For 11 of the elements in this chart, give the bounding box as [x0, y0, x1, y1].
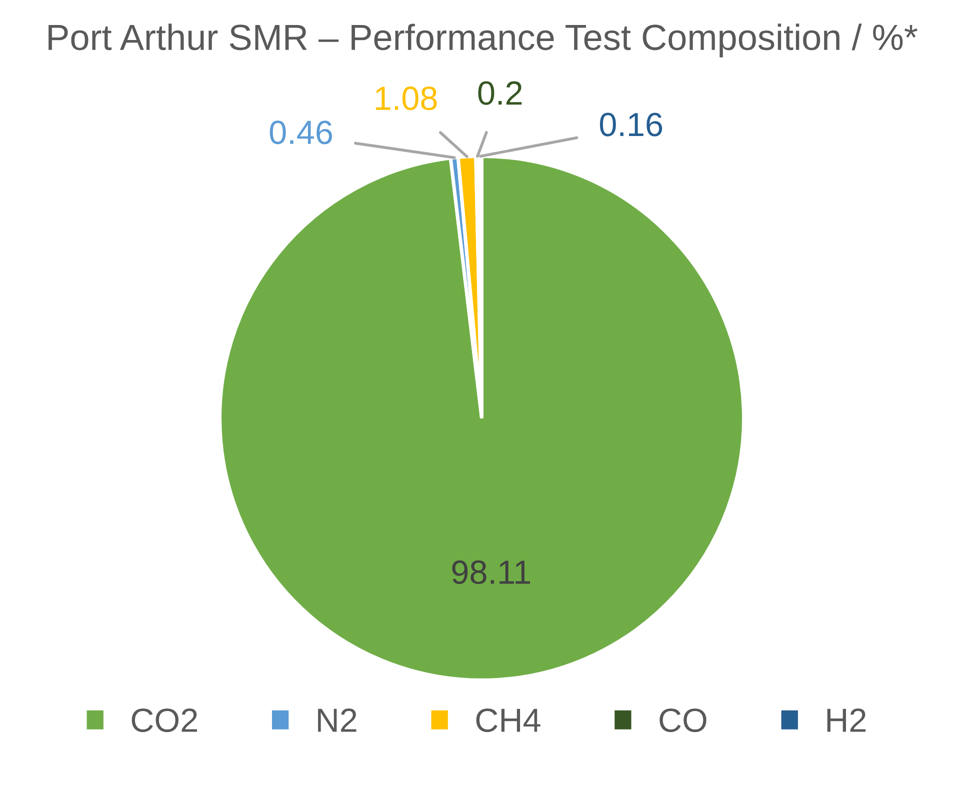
legend-label: CH4: [476, 708, 540, 732]
data-label: 0.16: [600, 112, 662, 136]
data-label: 98.11: [452, 560, 530, 584]
legend-label: CO2: [132, 708, 197, 732]
chart-title: Port Arthur SMR – Performance Test Composition / %*: [48, 24, 918, 58]
legend-label: CO: [660, 708, 706, 732]
data-label: 1.08: [376, 86, 437, 110]
legend-label: N2: [318, 708, 356, 732]
legend-label: H2: [827, 708, 866, 732]
data-label: 0.46: [270, 120, 332, 144]
data-label: 0.2: [478, 81, 522, 105]
